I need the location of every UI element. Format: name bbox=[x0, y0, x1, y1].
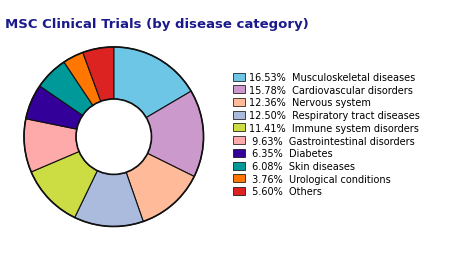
Legend: 16.53%  Musculoskeletal diseases, 15.78%  Cardiovascular disorders, 12.36%  Nerv: 16.53% Musculoskeletal diseases, 15.78% … bbox=[233, 73, 420, 197]
Circle shape bbox=[76, 100, 152, 175]
Wedge shape bbox=[146, 92, 203, 177]
Wedge shape bbox=[24, 119, 79, 172]
Wedge shape bbox=[64, 53, 101, 106]
Wedge shape bbox=[26, 87, 82, 130]
Text: MSC Clinical Trials (by disease category): MSC Clinical Trials (by disease category… bbox=[5, 18, 309, 31]
Wedge shape bbox=[31, 152, 97, 218]
Wedge shape bbox=[75, 171, 143, 227]
Wedge shape bbox=[83, 48, 114, 102]
Wedge shape bbox=[40, 63, 93, 116]
Wedge shape bbox=[126, 154, 194, 221]
Wedge shape bbox=[114, 48, 191, 118]
